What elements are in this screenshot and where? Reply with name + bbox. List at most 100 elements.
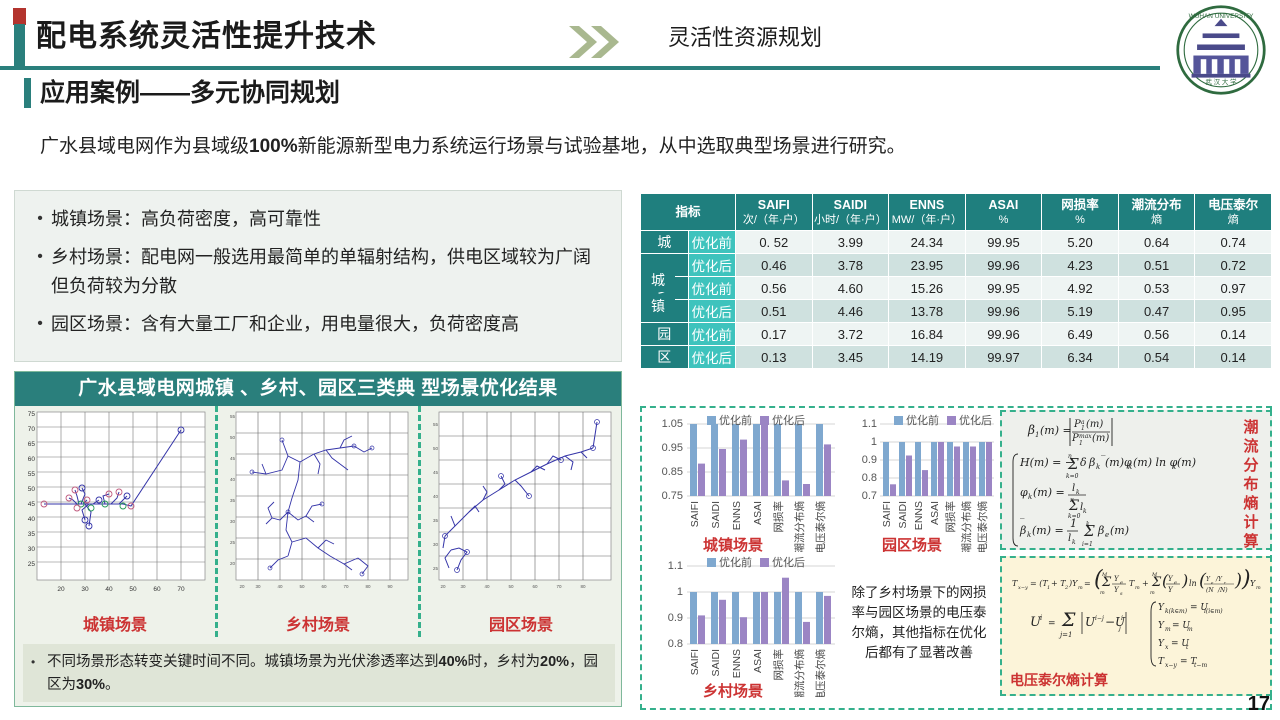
urban-bars-after (698, 424, 831, 496)
svg-text:电压泰尔熵: 电压泰尔熵 (814, 501, 827, 552)
cell-value: 15.26 (888, 276, 966, 300)
svg-text:30: 30 (81, 586, 89, 593)
table-header-row: 指标 SAIFI 次/（年·户） SAIDI 小时/（年·户） ENNS MW/… (640, 193, 1272, 231)
section-accent-bar (24, 78, 31, 108)
cell-value: 4.92 (1041, 276, 1119, 300)
lead-paragraph: 广水县域电网作为县域级100%新能源新型电力系统运行场景与试验基地，从中选取典型… (40, 133, 1230, 161)
svg-text:70: 70 (28, 426, 36, 433)
svg-text:(m) =: (m) = (1040, 424, 1072, 437)
svg-text:β: β (1097, 524, 1104, 537)
svg-text:40: 40 (433, 494, 439, 499)
svg-text:60: 60 (153, 586, 161, 593)
svg-text:30: 30 (255, 584, 261, 589)
svg-text:k: k (1076, 489, 1080, 496)
svg-text:30: 30 (28, 546, 36, 553)
svg-text:/Y: /Y (1215, 576, 1223, 583)
svg-text:SAIDI: SAIDI (897, 501, 909, 528)
table-corner-label: 指标 (640, 193, 736, 231)
svg-text:45: 45 (230, 456, 236, 461)
svg-text:75: 75 (28, 411, 36, 418)
svg-text:Y: Y (1158, 603, 1165, 613)
svg-text:ln: ln (1189, 579, 1197, 588)
rural-network-topology-plot: 55 50 45 40 35 30 25 20 20 30 40 50 60 70 80 90 (230, 411, 409, 589)
svg-text:H(m) = −: H(m) = − (1019, 456, 1074, 469)
svg-text:40: 40 (277, 584, 283, 589)
logo-text-bottom: 武 汉 大 学 (1205, 77, 1237, 86)
svg-text:m: m (1135, 585, 1140, 591)
cell-value: 3.78 (811, 253, 890, 277)
svg-text:x−y: x−y (1165, 662, 1177, 669)
note-part-c: ，园区为 (47, 654, 599, 693)
svg-text:0.9: 0.9 (668, 612, 683, 624)
col-unit: MW/（年·户） (891, 214, 963, 226)
svg-text:25: 25 (230, 540, 236, 545)
bullet-text: 乡村场景：配电网一般选用最简单的单辐射结构，供电区域较为广阔但负荷较为分散 (51, 247, 591, 296)
svg-text:m: m (1256, 585, 1261, 591)
cell-value: 0.97 (1194, 276, 1272, 300)
legend-item-after: 优化后 (760, 412, 805, 428)
svg-text:x: x (1165, 644, 1169, 651)
svg-text:1: 1 (1070, 517, 1077, 530)
svg-text:ENNS: ENNS (913, 501, 925, 530)
legend-label-before: 优化前 (719, 557, 752, 569)
urban-bar-chart: 1.05 0.95 0.85 0.75 SAIFI SAIDI ENNS ASAI (662, 418, 835, 554)
figure-cell-urban: 75 70 65 60 55 50 45 40 35 30 25 20 30 40 50 60 70 … (15, 406, 215, 637)
svg-text:电压泰尔熵: 电压泰尔熵 (814, 649, 827, 697)
urban-x-ticks: SAIFI SAIDI ENNS ASAI 网损率 潮流分布熵 电压泰尔熵 (689, 501, 827, 554)
svg-text:潮流分布熵: 潮流分布熵 (960, 501, 973, 552)
urban-chart-legend: 优化前 优化后 (707, 412, 805, 428)
table-row: 区 优化后 0.13 3.45 14.19 99.97 6.34 0.54 0.… (640, 345, 1272, 369)
bullet-marker: • (37, 315, 43, 332)
page-number: 17 (1247, 693, 1270, 715)
svg-text:(: ( (1094, 567, 1103, 592)
legend-label-after: 优化后 (959, 415, 992, 427)
svg-text:20: 20 (440, 584, 446, 589)
flow-entropy-side-label: 潮流分布熵计算 (1243, 419, 1259, 550)
svg-text:50: 50 (299, 584, 305, 589)
svg-text:1: 1 (677, 586, 683, 598)
svg-text:Y: Y (1158, 639, 1165, 649)
svg-text:90: 90 (387, 584, 393, 589)
svg-text:M: M (1151, 572, 1158, 578)
cell-value: 0.13 (735, 345, 813, 369)
svg-text:t−m: t−m (1194, 662, 1207, 669)
svg-text:55: 55 (230, 414, 236, 419)
svg-text:Y: Y (1168, 586, 1174, 594)
cell-value: 13.78 (888, 299, 966, 323)
svg-text:50: 50 (129, 586, 137, 593)
legend-label-after: 优化后 (772, 557, 805, 569)
svg-text:1.1: 1.1 (668, 560, 683, 572)
col-name: 潮流分布 (1131, 198, 1182, 212)
figure-cell-park: 55 50 45 40 35 30 25 20 30 40 50 60 70 80 园区场景 (421, 406, 621, 637)
row-group-label: 区 (640, 345, 689, 369)
svg-text:55: 55 (28, 471, 36, 478)
svg-text:30: 30 (230, 519, 236, 524)
svg-text:SAIDI: SAIDI (710, 501, 722, 528)
row-group-urban-top: 城 (641, 268, 675, 292)
svg-text:ENNS: ENNS (731, 649, 743, 678)
park-bars-before (883, 442, 985, 496)
svg-text:x−y: x−y (1018, 585, 1028, 591)
lead-part-b: 新能源新型电力系统运行场景与试验基地，从中选取典型场景进行研究。 (297, 136, 906, 157)
cell-value: 0.46 (735, 253, 813, 277)
svg-text:20: 20 (230, 561, 236, 566)
cell-value: 99.96 (964, 299, 1043, 323)
cell-value: 6.49 (1041, 322, 1119, 346)
svg-text:= U: = U (1172, 621, 1190, 631)
cell-value: 99.97 (964, 345, 1043, 369)
svg-text:Y: Y (1206, 576, 1211, 583)
optimization-figure-panel: 广水县域电网城镇 、乡村、园区三类典 型场景优化结果 (14, 371, 622, 707)
svg-text:P: P (1073, 419, 1081, 430)
svg-text:60: 60 (321, 584, 327, 589)
svg-text:a: a (1081, 419, 1085, 426)
col-unit: % (1075, 214, 1085, 226)
cell-value: 3.99 (811, 230, 890, 254)
svg-text:55: 55 (433, 422, 439, 427)
svg-text:=: = (1048, 619, 1056, 629)
legend-item-after: 优化后 (760, 554, 805, 570)
svg-text:M: M (1101, 572, 1108, 578)
svg-text:T: T (1012, 579, 1018, 588)
svg-text:k: k (1028, 493, 1032, 501)
park-network-topology-plot: 55 50 45 40 35 30 25 20 30 40 50 60 70 80 (433, 411, 612, 589)
svg-text:T: T (1129, 579, 1135, 588)
